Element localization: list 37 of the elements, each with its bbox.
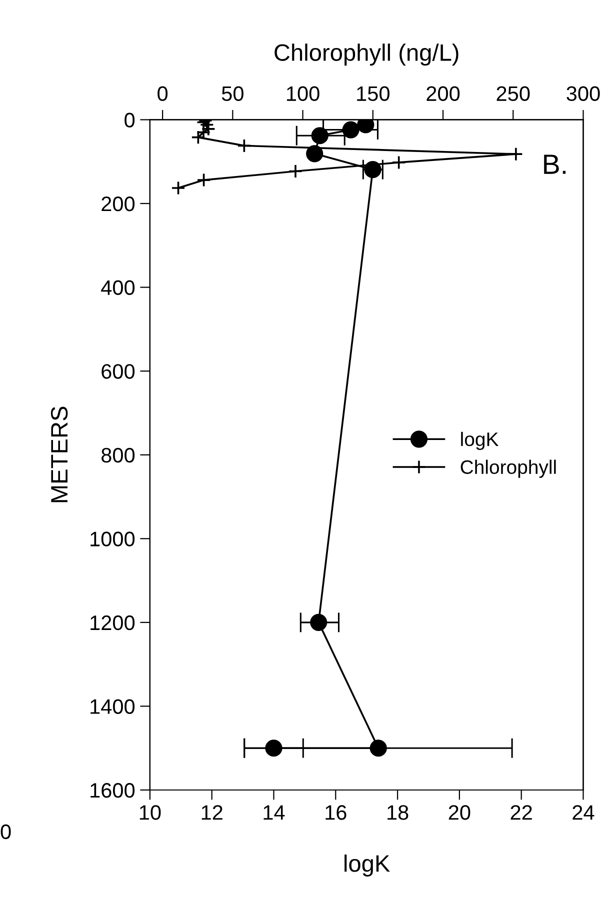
x-tick-label: 22	[510, 805, 532, 820]
text: 0	[0, 824, 11, 840]
y-tick-label: 400	[101, 280, 135, 296]
point	[311, 127, 328, 144]
y-tick-label: 0	[124, 112, 135, 128]
legend-label: Chlorophyll	[460, 460, 556, 478]
x2-tick-label: 50	[222, 86, 244, 102]
x2-tick-label: 200	[426, 86, 460, 102]
annotation: B.	[544, 154, 566, 174]
y-tick-label: 1400	[90, 699, 135, 714]
x2-tick-label: 0	[158, 86, 168, 102]
point	[342, 121, 360, 138]
x-tick-label: 10	[140, 805, 161, 820]
x-tick-label: 16	[326, 805, 346, 820]
x2-tick-label: 100	[286, 86, 320, 102]
y-tick-label: 1600	[90, 783, 135, 798]
x2-tick-label: 150	[357, 86, 390, 102]
y-axis-title: METERS	[50, 406, 68, 502]
legend-label: logK	[461, 432, 499, 450]
y-tick-label: 200	[102, 196, 135, 212]
y-tick-label: 1200	[90, 615, 135, 630]
point	[306, 145, 324, 162]
point	[370, 740, 387, 757]
x2-tick-label: 300	[566, 86, 600, 102]
x-axis-title: logK	[344, 854, 390, 877]
x-tick-label: 24	[572, 805, 594, 820]
x-tick-label: 20	[448, 805, 470, 820]
x-tick-label: 18	[388, 805, 408, 820]
y-tick-label: 800	[102, 448, 135, 463]
x2-tick-label: 250	[496, 86, 530, 102]
point	[310, 614, 328, 631]
y-tick-label: 600	[102, 364, 135, 379]
y-tick-label: 1000	[90, 532, 135, 546]
x-tick-label: 12	[202, 805, 222, 820]
point	[265, 740, 282, 757]
x2-axis-title: Chlorophyll (ng/L)	[274, 44, 458, 66]
x-tick-label: 14	[264, 805, 285, 820]
